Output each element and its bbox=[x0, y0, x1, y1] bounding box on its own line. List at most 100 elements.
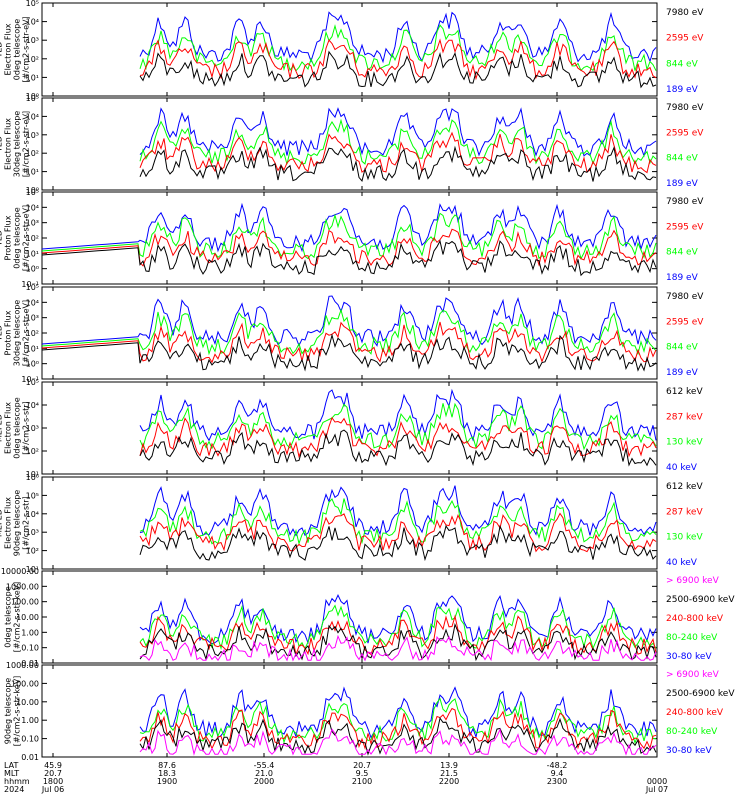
plot-frame bbox=[41, 97, 658, 191]
series-line bbox=[139, 512, 657, 553]
y-axis-label: TED Proton Flux 30deg telescope [#/cm2-s-st… bbox=[0, 300, 31, 367]
y-tick-label: 10⁰ bbox=[26, 186, 39, 195]
y-axis-label: TED Proton Flux 0deg telescope [#/cm2-s-str… bbox=[0, 205, 31, 271]
legend-entry: 7980 eV bbox=[666, 8, 704, 18]
y-tick-label: 10⁰ bbox=[26, 360, 39, 369]
panel-3: 10⁻¹ 10⁰ 10¹ 10² 10³ 10⁴ 10⁵ TED Proton Flux 0deg… bbox=[0, 188, 704, 289]
y-axis-label-line: [#/cm2-s-str] bbox=[22, 401, 31, 454]
legend-entry: 7980 eV bbox=[666, 103, 704, 113]
series-line bbox=[139, 131, 657, 174]
y-tick-label: 10² bbox=[26, 234, 39, 243]
y-tick-label: 10³ bbox=[26, 424, 39, 433]
series-line bbox=[139, 416, 657, 459]
y-tick-label: 1.00 bbox=[21, 716, 39, 725]
y-tick-label: 10⁴ bbox=[26, 401, 39, 410]
y-tick-label: 1000.00 bbox=[6, 661, 39, 670]
y-tick-label: 10⁵ bbox=[26, 283, 39, 292]
y-tick-label: 10⁴ bbox=[26, 18, 39, 27]
x-tick-hhmm: 0000 bbox=[647, 777, 667, 786]
x-tick-lat: -48.2 bbox=[547, 761, 568, 770]
legend-entry: 612 keV bbox=[666, 387, 703, 397]
legend-entry: 2595 eV bbox=[666, 34, 704, 44]
x-row-label: hhmm bbox=[4, 777, 30, 786]
plot-frame bbox=[41, 664, 658, 758]
y-tick-label: 10⁵ bbox=[26, 94, 39, 103]
y-tick-label: 10⁰ bbox=[26, 92, 39, 101]
panel-8: 0.01 0.10 1.00 10.00 100.00 1000.00 90deg tele… bbox=[4, 661, 736, 762]
series-line bbox=[139, 11, 657, 64]
series-line bbox=[41, 308, 657, 356]
y-axis-label: 90deg telescope [#/cm2-s-str-keV] bbox=[4, 676, 22, 747]
x-tick-mlt: 18.3 bbox=[158, 769, 176, 778]
y-axis-label-line: [#/cm2-s-str-keV] bbox=[13, 676, 22, 747]
series-line bbox=[139, 728, 657, 756]
y-axis-label-line: [#/cm2-s-str-keV] bbox=[13, 582, 22, 653]
series-line bbox=[139, 402, 657, 451]
legend-entry: > 6900 keV bbox=[666, 670, 720, 680]
series-line bbox=[41, 239, 657, 277]
y-tick-label: 10⁴ bbox=[26, 112, 39, 121]
legend-entry: 2500-6900 keV bbox=[666, 689, 735, 699]
y-tick-label: 10⁻¹ bbox=[21, 375, 39, 384]
y-axis-label-line: MEPED bbox=[0, 509, 4, 537]
y-tick-label: 10.00 bbox=[16, 698, 39, 707]
y-tick-label: 10³ bbox=[26, 528, 39, 537]
panel-1: 10⁰ 10¹ 10² 10³ 10⁴ 10⁵ TED Electron Flux 0deg t… bbox=[0, 0, 704, 101]
x-tick-date: Jul 07 bbox=[645, 785, 668, 794]
y-axis-label-line: Electron Flux bbox=[4, 118, 13, 170]
x-row-label: LAT bbox=[4, 761, 18, 770]
series-line bbox=[139, 429, 657, 467]
legend-entry: 240-800 keV bbox=[666, 708, 724, 718]
legend-entry: 30-80 keV bbox=[666, 652, 712, 662]
y-tick-label: 0.01 bbox=[21, 659, 39, 668]
y-axis-label-line: 0deg telescope bbox=[4, 586, 13, 647]
legend-entry: 40 keV bbox=[666, 558, 698, 568]
y-tick-label: 10³ bbox=[26, 131, 39, 140]
y-axis-label-line: 90deg telescope bbox=[13, 490, 22, 557]
y-tick-label: 100.00 bbox=[11, 598, 39, 607]
y-tick-label: 1.00 bbox=[21, 628, 39, 637]
y-tick-label: 10.00 bbox=[16, 613, 39, 622]
legend-entry: 130 keV bbox=[666, 438, 703, 448]
series-line bbox=[41, 321, 657, 364]
x-tick-lat: 20.7 bbox=[353, 761, 371, 770]
plot-frame bbox=[41, 191, 658, 285]
y-tick-label: 10⁴ bbox=[26, 298, 39, 307]
y-tick-label: 10⁰ bbox=[26, 265, 39, 274]
x-tick-hhmm: 2100 bbox=[352, 777, 372, 786]
y-tick-label: 10¹ bbox=[26, 249, 39, 258]
legend-entry: 80-240 keV bbox=[666, 727, 718, 737]
y-tick-label: 10⁶ bbox=[26, 473, 39, 482]
y-axis-label-line: [#/cm2-s-str-eV] bbox=[22, 205, 31, 271]
y-axis-label-line: 0deg telescope bbox=[13, 207, 22, 268]
y-axis-label-line: 0deg telescope bbox=[13, 19, 22, 80]
plot-frame bbox=[41, 381, 658, 475]
y-axis-label: MEPED Electron Flux 0deg telescope [#/cm2-s… bbox=[0, 397, 31, 458]
plot-frame bbox=[41, 476, 658, 570]
y-axis-label-line: TED bbox=[0, 230, 4, 247]
y-axis-label-line: Electron Flux bbox=[4, 23, 13, 75]
x-row-label: 2024 bbox=[4, 785, 24, 794]
x-tick-hhmm: 2000 bbox=[254, 777, 274, 786]
y-tick-label: 10¹ bbox=[26, 168, 39, 177]
y-axis-label-line: [#/cm2-s-str] bbox=[22, 496, 31, 549]
x-tick-hhmm: 2300 bbox=[547, 777, 567, 786]
series-line bbox=[41, 228, 657, 267]
y-tick-label: 10000.00 bbox=[1, 567, 39, 576]
series-line bbox=[139, 145, 657, 182]
legend-entry: 287 keV bbox=[666, 507, 703, 517]
series-line bbox=[139, 50, 657, 89]
y-axis-label-line: Electron Flux bbox=[4, 497, 13, 549]
legend-entry: 189 eV bbox=[666, 179, 699, 189]
series-line bbox=[139, 614, 657, 657]
legend-entry: 80-240 keV bbox=[666, 633, 718, 643]
y-axis-label-line: Proton Flux bbox=[4, 215, 13, 260]
legend-entry: 2595 eV bbox=[666, 128, 704, 138]
y-axis-label-line: MEPED bbox=[0, 414, 4, 442]
series-line bbox=[41, 333, 657, 372]
legend-entry: > 6900 keV bbox=[666, 576, 720, 586]
y-tick-label: 10⁵ bbox=[26, 0, 39, 8]
x-tick-hhmm: 1900 bbox=[157, 777, 177, 786]
y-axis-label-line: TED bbox=[0, 136, 4, 153]
